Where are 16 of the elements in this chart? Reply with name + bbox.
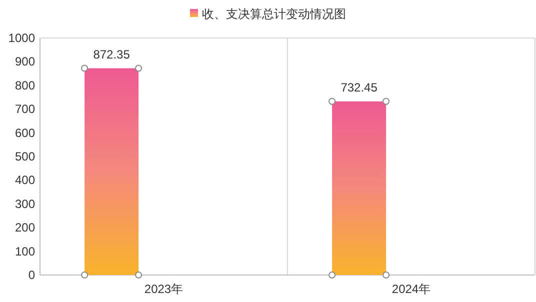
y-tick-label: 500 <box>14 150 36 164</box>
y-tick-label: 900 <box>14 54 36 69</box>
data-label: 872.35 <box>93 47 130 62</box>
x-tick-label: 2023年 <box>144 282 184 296</box>
y-tick-label: 100 <box>14 244 36 258</box>
data-label: 732.45 <box>340 80 378 94</box>
y-tick-label: 700 <box>14 102 36 116</box>
y-tick-label: 300 <box>14 196 36 211</box>
y-tick-label: 800 <box>14 78 36 92</box>
y-tick-label: 600 <box>14 126 36 140</box>
y-tick-label: 400 <box>14 173 36 188</box>
legend-label: 收、支决算总计变动情况图 <box>202 7 346 21</box>
x-tick-label: 2024年 <box>392 282 431 296</box>
y-tick-label: 1000 <box>8 31 36 45</box>
y-tick-label: 200 <box>14 220 36 235</box>
y-tick-label: 0 <box>28 268 36 282</box>
